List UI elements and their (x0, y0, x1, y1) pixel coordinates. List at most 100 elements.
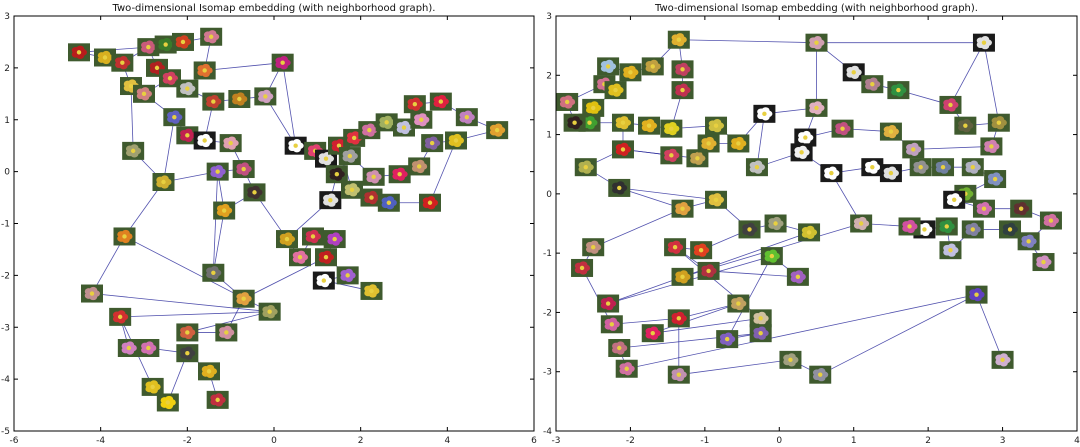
x-tick-label: -6 (10, 436, 19, 446)
flower-thumbnail (582, 98, 605, 117)
x-tick-label: 3 (1000, 436, 1006, 446)
flower-thumbnail (206, 390, 229, 409)
flower-thumbnail (232, 289, 255, 308)
flower-thumbnail (582, 238, 605, 257)
flower-thumbnail (232, 160, 255, 179)
flower-thumbnail (615, 359, 638, 378)
flower-thumbnail (980, 137, 1003, 156)
x-tick-label: 4 (1074, 436, 1080, 446)
x-tick-label: -2 (183, 436, 192, 446)
x-tick-label: 6 (531, 436, 537, 446)
chart-title-left: Two-dimensional Isomap embedding (with n… (112, 3, 436, 14)
flower-thumbnail (638, 116, 661, 135)
flower-thumbnail (842, 63, 865, 82)
flower-thumbnail (671, 60, 694, 79)
flower-thumbnail (879, 164, 902, 183)
flower-thumbnail (790, 143, 813, 162)
flower-thumbnail (972, 199, 995, 218)
flower-thumbnail (984, 170, 1007, 189)
flower-thumbnail (1039, 211, 1062, 230)
flower-thumbnail (641, 324, 664, 343)
flower-thumbnail (600, 315, 623, 334)
flower-thumbnail (243, 183, 266, 202)
y-tick-label: 0 (546, 190, 552, 200)
flower-thumbnail (611, 113, 634, 132)
flower-thumbnail (111, 53, 134, 72)
flower-thumbnail (641, 57, 664, 76)
chart-panel-right: Two-dimensional Isomap embedding (with n… (543, 3, 1080, 446)
x-tick-label: 0 (271, 436, 277, 446)
y-tick-label: 1 (546, 131, 552, 141)
flower-thumbnail (393, 118, 415, 137)
graph-edge (913, 146, 992, 150)
graph-edge (652, 303, 739, 334)
graph-edge (708, 270, 798, 278)
flower-thumbnail (604, 81, 627, 100)
x-tick-label: -2 (626, 436, 635, 446)
graph-edge (581, 267, 613, 325)
flower-thumbnail (879, 122, 902, 141)
flower-thumbnail (325, 165, 348, 184)
flower-thumbnail (213, 201, 236, 220)
flower-thumbnail (749, 324, 772, 343)
flower-thumbnail (753, 104, 776, 123)
flower-thumbnail (671, 199, 694, 218)
y-tick-label: -2 (1, 271, 10, 281)
flower-thumbnail (388, 165, 411, 184)
chart-title-right: Two-dimensional Isomap embedding (with n… (654, 3, 978, 14)
flower-thumbnail (176, 79, 199, 98)
flower-thumbnail (805, 33, 828, 52)
flower-thumbnail (284, 136, 307, 155)
flower-thumbnail (939, 95, 962, 114)
flower-thumbnail (68, 43, 90, 62)
x-tick-label: 0 (776, 436, 782, 446)
flower-thumbnail (805, 98, 828, 117)
flower-thumbnail (455, 108, 478, 127)
flower-thumbnail (156, 393, 179, 412)
flower-thumbnail (258, 302, 281, 321)
flower-thumbnail (597, 57, 620, 76)
graph-edge (611, 317, 679, 325)
flower-thumbnail (193, 131, 216, 150)
flower-thumbnail (716, 330, 739, 349)
flower-thumbnail (764, 214, 787, 233)
flower-thumbnail (429, 92, 452, 111)
graph-edge (607, 276, 683, 304)
flower-thumbnail (254, 87, 277, 106)
flower-thumbnail (943, 190, 966, 209)
y-tick-label: 3 (546, 12, 552, 22)
flower-thumbnail (786, 267, 809, 286)
graph-edge (820, 294, 977, 376)
y-tick-label: -3 (543, 368, 552, 378)
flower-thumbnail (705, 116, 728, 135)
flower-thumbnail (81, 284, 103, 303)
graph-edge (619, 332, 761, 349)
flower-thumbnail (571, 258, 594, 277)
y-tick-label: -4 (1, 375, 10, 385)
graph-edge (626, 294, 977, 370)
graph-edge (130, 86, 134, 151)
ticks-left: -6 -4 -2 0 2 4 6 -5 -4 -3 -2 -1 0 1 2 3 (1, 12, 537, 446)
flower-thumbnail (697, 134, 720, 153)
flower-thumbnail (898, 217, 921, 236)
flower-thumbnail (608, 178, 631, 197)
flower-thumbnail (935, 217, 958, 236)
flower-thumbnail (667, 309, 690, 328)
y-tick-label: -1 (543, 249, 552, 259)
points-right (556, 30, 1062, 384)
points-left (68, 27, 509, 412)
y-tick-label: -5 (1, 427, 10, 437)
flower-thumbnail (152, 173, 175, 191)
graph-edge (212, 171, 219, 273)
flower-thumbnail (798, 223, 821, 242)
flower-thumbnail (749, 309, 772, 328)
graph-edge (204, 62, 283, 71)
flower-thumbnail (961, 158, 984, 177)
graph-edge (678, 359, 791, 376)
flower-thumbnail (154, 35, 177, 54)
y-tick-label: 3 (4, 12, 10, 22)
x-tick-label: -4 (96, 436, 105, 446)
x-tick-label: 4 (444, 436, 450, 446)
flower-thumbnail (137, 339, 160, 357)
